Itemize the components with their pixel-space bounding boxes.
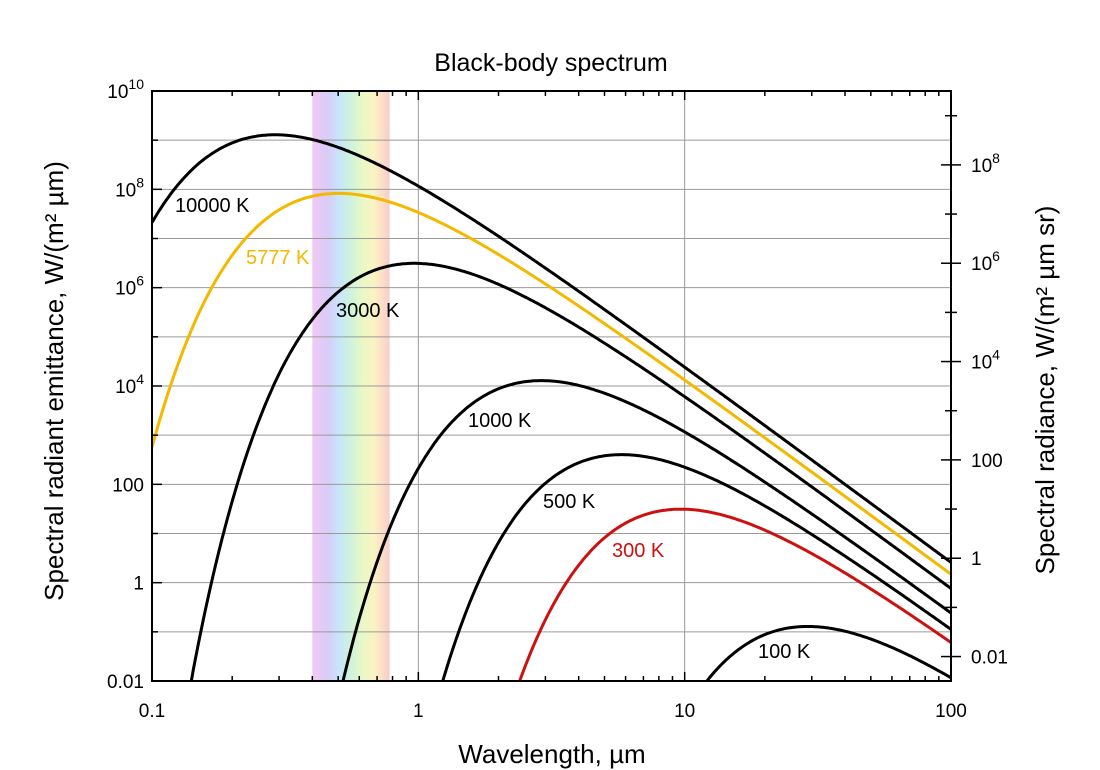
curve-label-10000k: 10000 K — [175, 195, 250, 217]
y-tick-label-left: 106 — [115, 273, 144, 300]
curve-3000k — [189, 261, 951, 681]
x-tick-label: 1 — [413, 701, 424, 722]
curve-label-3000k: 3000 K — [336, 300, 400, 322]
x-tick-label: 10 — [674, 701, 695, 722]
x-tick-label: 0.1 — [139, 701, 165, 722]
curve-label-1000k: 1000 K — [468, 410, 532, 432]
y-tick-label-right: 100 — [971, 451, 1003, 472]
curve-label-500k: 500 K — [543, 491, 596, 513]
tick-labels: 0.1 1 10 100 0.01 1 100 104 106 108 1010 0.01 1 100 10… — [107, 76, 1008, 722]
y-axis-title-left: Spectral radiant emittance, W/(m² µm) — [39, 161, 69, 601]
curve-labels: 10000 K 5777 K 3000 K 1000 K 500 K 300 K 100 K — [175, 195, 811, 663]
curve-10000k — [152, 133, 951, 564]
y-tick-label-left: 1 — [133, 574, 144, 595]
axis-ticks — [151, 90, 961, 682]
x-axis-title: Wavelength, µm — [458, 739, 645, 769]
y-tick-label-right: 0.01 — [971, 648, 1008, 669]
curve-100k — [704, 625, 951, 681]
curve-300k — [518, 507, 951, 681]
y-tick-label-left: 1010 — [107, 76, 144, 103]
y-tick-label-right: 106 — [971, 248, 1000, 275]
y-tick-label-left: 0.01 — [107, 672, 144, 693]
grid-lines — [151, 90, 952, 682]
curve-500k — [441, 453, 951, 681]
y-axis-title-right: Spectral radiance, W/(m² µm sr) — [1030, 206, 1060, 575]
curve-label-300k: 300 K — [612, 540, 665, 562]
curve-5777k — [152, 191, 951, 576]
chart-title: Black-body spectrum — [434, 49, 667, 77]
x-tick-label: 100 — [935, 701, 967, 722]
curve-label-5777k: 5777 K — [246, 247, 310, 269]
y-tick-label-right: 104 — [971, 347, 1000, 374]
curve-label-100k: 100 K — [758, 641, 811, 663]
curve-layer — [152, 133, 951, 681]
y-tick-label-left: 100 — [112, 475, 144, 496]
y-tick-label-left: 104 — [115, 371, 144, 398]
y-tick-label-right: 108 — [971, 150, 1000, 177]
curve-1000k — [341, 379, 951, 681]
y-tick-label-right: 1 — [971, 549, 982, 570]
y-tick-label-left: 108 — [115, 174, 144, 201]
